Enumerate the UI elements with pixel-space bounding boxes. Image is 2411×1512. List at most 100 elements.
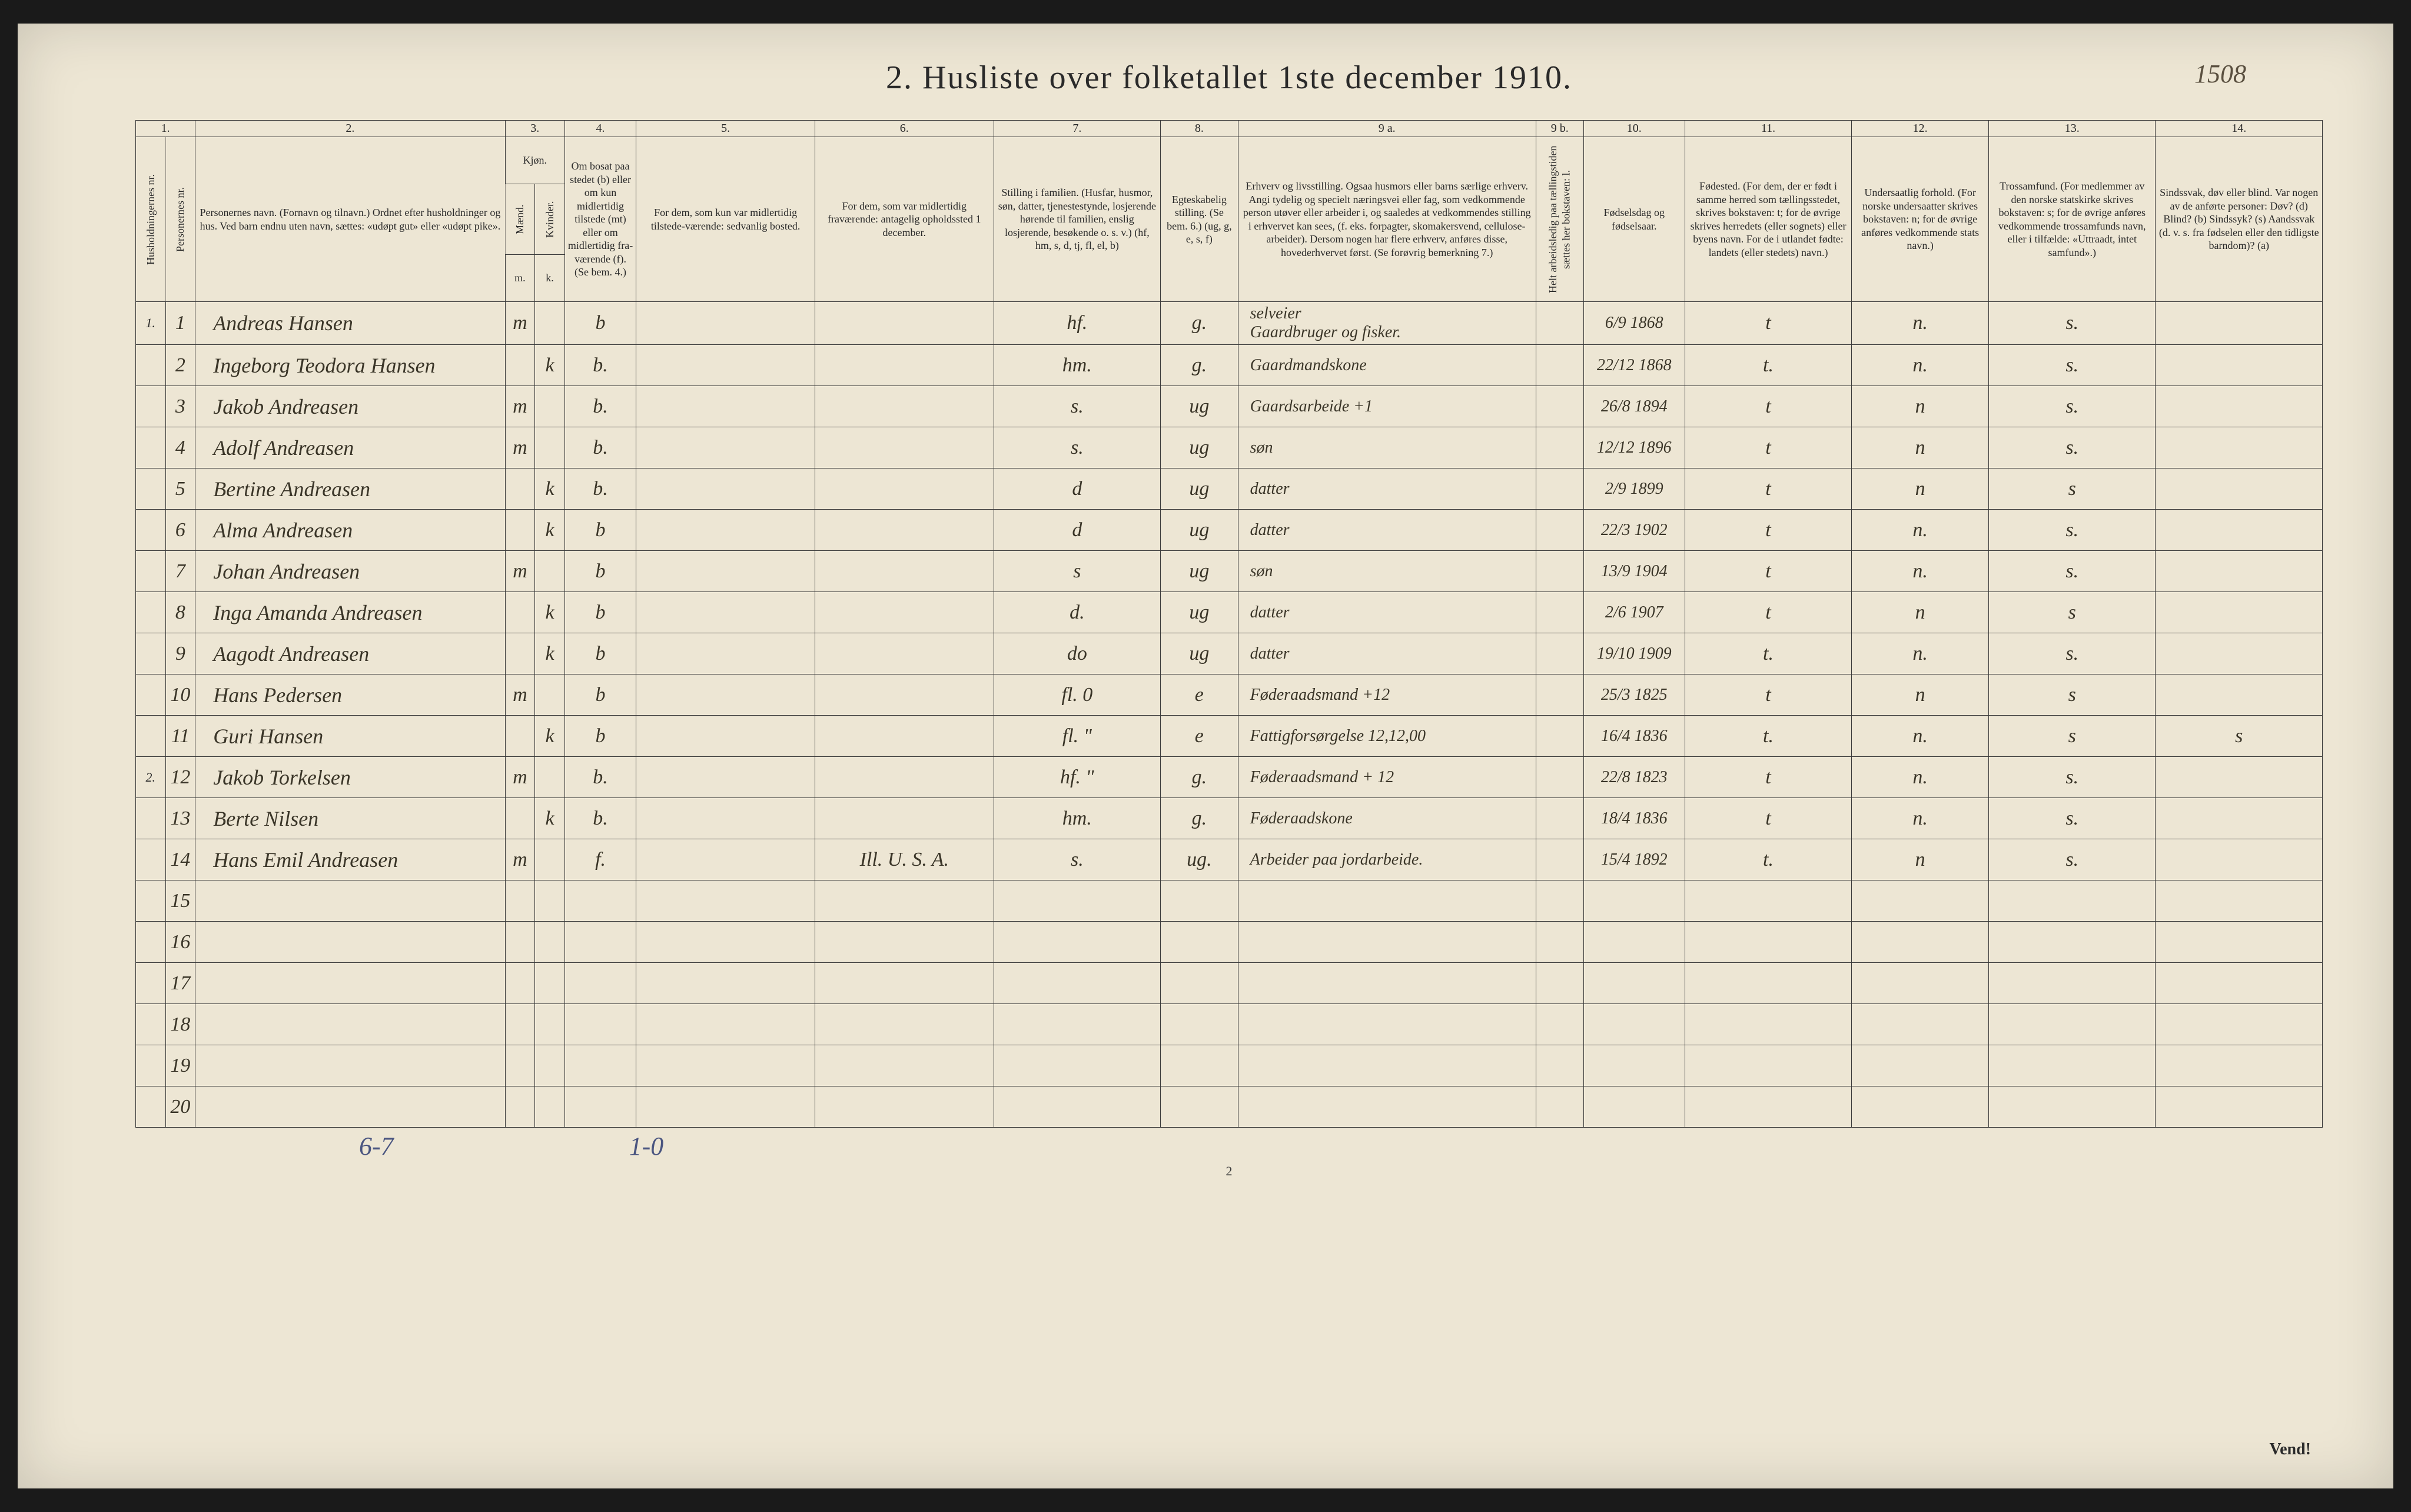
empty-cell: 19 — [165, 1045, 195, 1086]
header-birthplace: Fødested. (For dem, der er født i samme … — [1685, 137, 1851, 302]
empty-cell: 17 — [165, 963, 195, 1004]
sex-female: k — [535, 633, 565, 674]
marital-status: ug. — [1161, 839, 1238, 880]
birthdate: 2/6 1907 — [1583, 592, 1685, 633]
residence-status: b — [564, 510, 636, 551]
unemployed — [1536, 551, 1583, 592]
empty-cell — [1238, 1045, 1536, 1086]
header-number-row: 1. 2. 3. 4. 5. 6. 7. 8. 9 a. 9 b. 10. 11… — [136, 121, 2323, 137]
table-row: 1.1Andreas Hansenmbhf.g.selveier Gaardbr… — [136, 302, 2323, 345]
sex-female — [535, 551, 565, 592]
sex-male: m — [505, 674, 535, 716]
household-number — [136, 345, 166, 386]
empty-cell — [1685, 1004, 1851, 1045]
unemployed — [1536, 757, 1583, 798]
residence-status: b. — [564, 757, 636, 798]
empty-cell — [1852, 1086, 1989, 1128]
disability — [2156, 551, 2323, 592]
family-position: do — [994, 633, 1160, 674]
empty-cell — [994, 1086, 1160, 1128]
empty-cell — [505, 963, 535, 1004]
empty-cell — [136, 922, 166, 963]
sex-female — [535, 386, 565, 427]
birthplace: t. — [1685, 633, 1851, 674]
temp-absent-place — [815, 716, 994, 757]
footer-note-right: 1-0 — [629, 1131, 664, 1161]
table-row: 15 — [136, 880, 2323, 922]
religion: s. — [1989, 302, 2156, 345]
footer-note-left: 6-7 — [359, 1131, 394, 1161]
temp-present-place — [636, 468, 815, 510]
birthdate: 25/3 1825 — [1583, 674, 1685, 716]
person-name: Ingeborg Teodora Hansen — [195, 345, 505, 386]
empty-cell — [1536, 1086, 1583, 1128]
religion: s. — [1989, 345, 2156, 386]
col-num-6: 6. — [815, 121, 994, 137]
table-row: 9Aagodt Andreasenkbdougdatter19/10 1909t… — [136, 633, 2323, 674]
empty-cell — [195, 880, 505, 922]
family-position: s. — [994, 386, 1160, 427]
empty-cell — [1685, 880, 1851, 922]
empty-cell — [636, 1004, 815, 1045]
nationality: n. — [1852, 302, 1989, 345]
birthplace: t — [1685, 468, 1851, 510]
person-number: 2 — [165, 345, 195, 386]
empty-cell — [1989, 1004, 2156, 1045]
empty-cell — [1685, 922, 1851, 963]
occupation: Føderaadskone — [1238, 798, 1536, 839]
birthdate: 22/3 1902 — [1583, 510, 1685, 551]
occupation: Gaardmandskone — [1238, 345, 1536, 386]
col-num-14: 14. — [2156, 121, 2323, 137]
empty-cell — [636, 880, 815, 922]
birthplace: t — [1685, 551, 1851, 592]
marital-status: ug — [1161, 551, 1238, 592]
empty-cell — [1583, 1086, 1685, 1128]
occupation: datter — [1238, 468, 1536, 510]
birthdate: 22/8 1823 — [1583, 757, 1685, 798]
unemployed — [1536, 468, 1583, 510]
unemployed — [1536, 633, 1583, 674]
table-row: 2.12Jakob Torkelsenmb.hf. "g.Føderaadsma… — [136, 757, 2323, 798]
disability — [2156, 427, 2323, 468]
unemployed — [1536, 302, 1583, 345]
unemployed — [1536, 427, 1583, 468]
col-num-8: 8. — [1161, 121, 1238, 137]
person-number: 1 — [165, 302, 195, 345]
header-religion: Trossamfund. (For medlemmer av den norsk… — [1989, 137, 2156, 302]
birthdate: 13/9 1904 — [1583, 551, 1685, 592]
empty-cell — [994, 1045, 1160, 1086]
empty-cell — [535, 963, 565, 1004]
header-k: k. — [535, 255, 565, 302]
family-position: s. — [994, 427, 1160, 468]
empty-cell — [2156, 963, 2323, 1004]
person-number: 6 — [165, 510, 195, 551]
empty-cell — [1583, 1045, 1685, 1086]
empty-cell — [1583, 1004, 1685, 1045]
document-page: 1508 2. Husliste over folketallet 1ste d… — [18, 24, 2393, 1488]
nationality: n. — [1852, 551, 1989, 592]
empty-cell — [535, 1045, 565, 1086]
header-unemployed: Helt arbeidsledig paa tællingstiden sætt… — [1536, 137, 1583, 302]
col-num-9b: 9 b. — [1536, 121, 1583, 137]
birthplace: t — [1685, 386, 1851, 427]
col-num-5: 5. — [636, 121, 815, 137]
temp-absent-place — [815, 386, 994, 427]
household-number: 2. — [136, 757, 166, 798]
empty-cell — [1161, 1045, 1238, 1086]
empty-cell — [636, 922, 815, 963]
birthplace: t — [1685, 674, 1851, 716]
col-num-13: 13. — [1989, 121, 2156, 137]
marital-status: e — [1161, 674, 1238, 716]
empty-cell — [1536, 922, 1583, 963]
empty-cell — [815, 1045, 994, 1086]
nationality: n. — [1852, 510, 1989, 551]
disability — [2156, 386, 2323, 427]
person-number: 9 — [165, 633, 195, 674]
table-row: 5Bertine Andreasenkb.dugdatter2/9 1899tn… — [136, 468, 2323, 510]
disability — [2156, 757, 2323, 798]
sex-female: k — [535, 468, 565, 510]
table-row: 6Alma Andreasenkbdugdatter22/3 1902tn.s. — [136, 510, 2323, 551]
header-residence: Om bosat paa stedet (b) eller om kun mid… — [564, 137, 636, 302]
empty-cell — [2156, 1004, 2323, 1045]
temp-present-place — [636, 633, 815, 674]
